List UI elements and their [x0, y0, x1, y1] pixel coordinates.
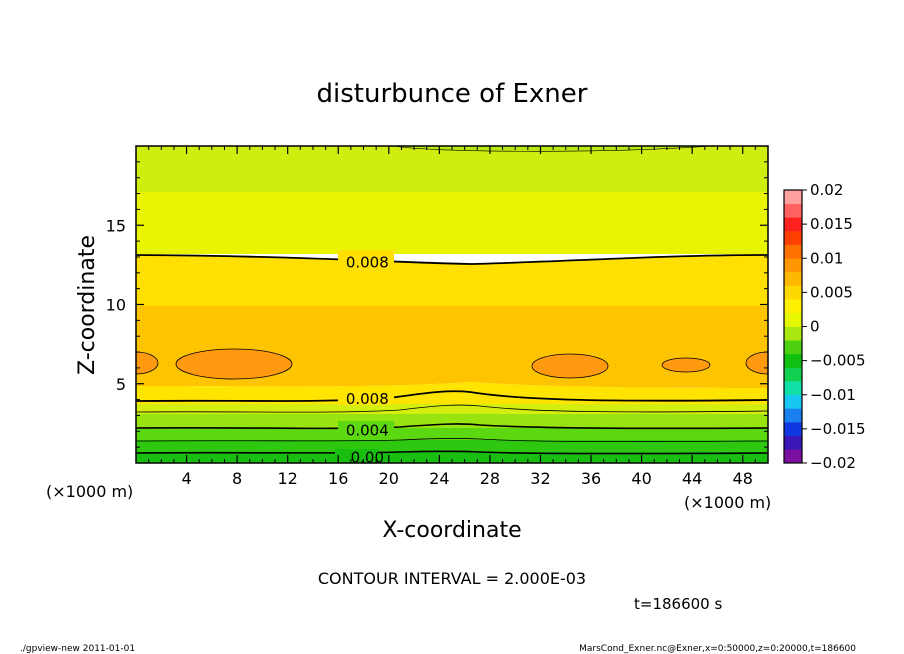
contour-label: 0.008	[346, 390, 389, 408]
y-tick-label: 10	[106, 296, 126, 315]
colorbar-tick-label: 0.01	[810, 249, 843, 267]
contour-line-low4	[136, 437, 768, 442]
colorbar-segment	[784, 312, 802, 327]
band-yellow	[136, 254, 768, 306]
max-cell-1	[175, 348, 293, 380]
x-tick-label: 36	[581, 469, 601, 488]
x-axis-unit-left: (×1000 m)	[46, 482, 133, 501]
colorbar-segment	[784, 422, 802, 436]
y-axis-ticks: 5 10 15	[106, 161, 768, 448]
band-top-yellowgreen	[136, 146, 768, 192]
x-axis-label: X-coordinate	[382, 518, 521, 543]
x-tick-label: 20	[379, 469, 399, 488]
x-tick-label: 44	[682, 469, 702, 488]
colorbar-tick-label: −0.005	[810, 352, 866, 370]
colorbar-tick-label: 0.02	[810, 181, 843, 199]
colorbar-segment	[784, 381, 802, 396]
band-yellow-light	[136, 192, 768, 254]
x-tick-label: 4	[181, 469, 191, 488]
chart-title: disturbunce of Exner	[317, 79, 588, 109]
footer-right: MarsCond_Exner.nc@Exner,x=0:50000,z=0:20…	[579, 644, 856, 654]
contour-label: 0.008	[346, 254, 389, 272]
colorbar-tick-label: 0.015	[810, 215, 853, 233]
max-cell-4	[136, 351, 159, 375]
max-cell-5	[745, 351, 768, 375]
contour-label: 0.004	[346, 422, 389, 440]
colorbar-segment	[784, 203, 802, 218]
x-tick-label: 48	[733, 469, 753, 488]
label-bg-4	[335, 449, 379, 463]
band-green-2	[136, 440, 768, 452]
footer-left: ./gpview-new 2011-01-01	[20, 644, 135, 654]
contour-interval: CONTOUR INTERVAL = 2.000E-03	[318, 569, 586, 588]
contour-line-low2	[136, 404, 768, 413]
label-bg-2	[338, 389, 394, 405]
colorbar-segment	[784, 271, 802, 286]
colorbar-segment	[784, 340, 802, 355]
y-tick-label: 15	[106, 216, 126, 235]
x-tick-label: 8	[232, 469, 242, 488]
colorbar-segment	[784, 217, 802, 232]
colorbar-segment	[784, 258, 802, 273]
colorbar-segment	[784, 353, 802, 368]
x-tick-label: 40	[631, 469, 651, 488]
colorbar-segment	[784, 285, 802, 300]
colorbar-segment	[784, 394, 802, 409]
x-tick-label: 16	[328, 469, 348, 488]
contour-label: 0.00	[351, 449, 384, 467]
x-axis-unit-right: (×1000 m)	[684, 493, 771, 512]
contour-labels: 0.008 0.008 0.004 0.00	[346, 254, 389, 467]
label-bg-1	[338, 250, 394, 267]
band-yellowgreen-low	[136, 404, 768, 414]
colorbar-tick-label: 0	[810, 318, 820, 336]
colorbar-segment	[784, 299, 802, 314]
band-orange	[136, 306, 768, 388]
colorbar-tick-label: −0.02	[810, 454, 856, 472]
max-cell-3	[661, 357, 711, 373]
x-axis-ticks: 4 8 12 16 20 24 28 32 36 40 44 48	[148, 146, 756, 488]
colorbar-tick-label: −0.015	[810, 420, 866, 438]
plot-area	[136, 146, 768, 463]
max-cell-2	[531, 353, 609, 379]
colorbar-segment	[784, 449, 802, 464]
band-yellow-low	[136, 382, 768, 404]
y-tick-label: 5	[116, 375, 126, 394]
x-tick-label: 24	[429, 469, 449, 488]
colorbar-segment	[784, 190, 802, 204]
colorbar-segment	[784, 230, 802, 245]
time-label: t=186600 s	[634, 595, 722, 613]
colorbar-segment	[784, 326, 802, 341]
colorbar-segment	[784, 408, 802, 423]
x-tick-label: 32	[530, 469, 550, 488]
colorbar: 0.02 0.015 0.01 0.005 0 −0.005 −0.01 −0.015 −0.0…	[783, 181, 866, 472]
contour-line-low3	[136, 423, 768, 430]
band-green-3	[136, 452, 768, 463]
colorbar-tick-label: 0.005	[810, 283, 853, 301]
colorbar-segment	[784, 244, 802, 259]
band-lightgreen	[136, 414, 768, 428]
x-tick-label: 12	[278, 469, 298, 488]
x-tick-label: 28	[480, 469, 500, 488]
contour-line-low1	[136, 390, 768, 402]
colorbar-segment	[784, 435, 802, 450]
band-green	[136, 428, 768, 440]
contour-line-low5	[136, 450, 768, 455]
y-axis-label: Z-coordinate	[75, 235, 100, 375]
label-bg-3	[338, 421, 394, 437]
contour-line-upper	[136, 254, 768, 265]
colorbar-segment	[784, 367, 802, 382]
colorbar-tick-label: −0.01	[810, 386, 856, 404]
